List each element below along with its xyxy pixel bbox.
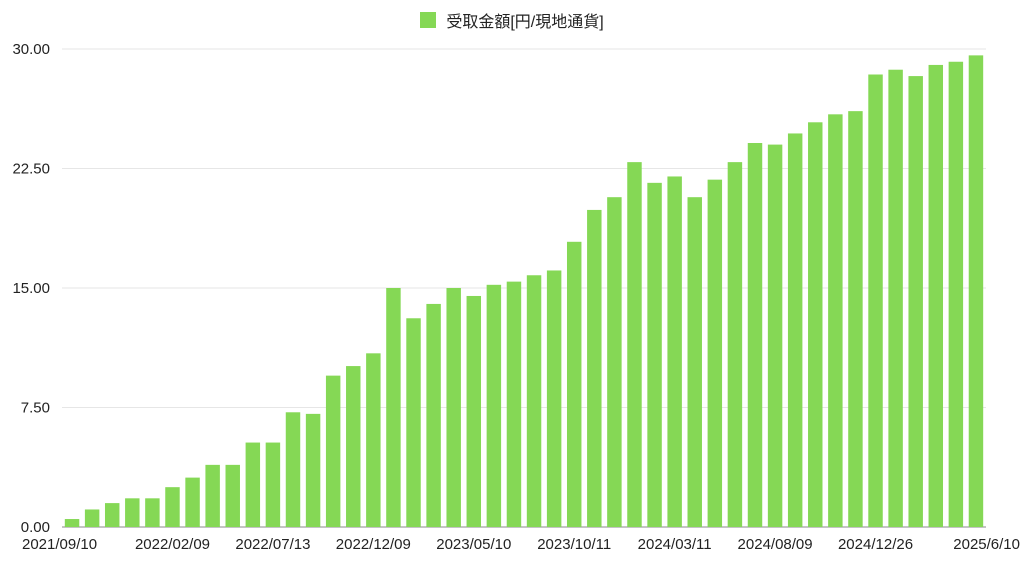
bar [928, 64, 944, 527]
x-tick-label: 2022/02/09 [135, 536, 210, 553]
x-tick-label: 2025/6/10 [953, 536, 1020, 553]
bar [426, 303, 441, 527]
bar [165, 487, 180, 527]
x-tick-label: 2024/03/11 [638, 536, 712, 553]
x-tick-label: 2022/07/13 [235, 536, 310, 553]
bar [145, 498, 160, 527]
x-tick-label: 2024/12/26 [838, 536, 913, 553]
bar [325, 375, 341, 527]
bar [808, 122, 823, 527]
bar [366, 353, 381, 527]
bar [125, 498, 140, 527]
bar [868, 74, 883, 527]
bar [968, 55, 984, 528]
bar [64, 519, 80, 527]
bar [406, 318, 421, 527]
bar [607, 197, 622, 527]
bar [888, 69, 903, 528]
x-tick-label: 2021/09/10 [22, 536, 97, 553]
bar [747, 143, 763, 528]
bar [727, 162, 743, 528]
bar [386, 288, 401, 527]
bar [687, 197, 702, 527]
y-tick-label: 15.00 [12, 280, 50, 297]
bar [526, 275, 542, 527]
bar [667, 176, 682, 527]
bar [566, 241, 582, 527]
y-tick-label: 22.50 [12, 161, 50, 178]
bar [848, 111, 863, 527]
legend[interactable]: 受取金額[円/現地通貨] [0, 8, 1024, 32]
legend-swatch [420, 12, 437, 28]
y-tick-label: 30.00 [12, 41, 50, 58]
bar [346, 366, 361, 527]
bar [225, 464, 240, 527]
bar [707, 179, 723, 528]
bar [587, 209, 602, 527]
bar [767, 144, 783, 527]
bar [305, 413, 321, 527]
bar [908, 76, 923, 527]
bar [787, 133, 803, 528]
bar [506, 281, 522, 527]
bar [446, 288, 461, 527]
bar [948, 61, 964, 527]
bar [245, 442, 261, 527]
y-tick-label: 0.00 [21, 519, 50, 536]
x-tick-label: 2023/05/10 [436, 536, 511, 553]
bar [185, 477, 200, 527]
bar [546, 270, 562, 527]
bar [828, 114, 843, 528]
bar [205, 464, 220, 527]
y-tick-label: 7.50 [21, 400, 50, 417]
x-tick-label: 2024/08/09 [738, 536, 813, 553]
bar [466, 295, 482, 527]
bar [104, 503, 120, 527]
bar [265, 442, 281, 527]
bar [84, 509, 100, 527]
x-tick-label: 2022/12/09 [336, 536, 411, 553]
x-tick-label: 2023/10/11 [537, 536, 611, 553]
bar [627, 162, 642, 528]
bar [647, 182, 662, 527]
bar [486, 284, 502, 527]
legend-label: 受取金額[円/現地通貨] [446, 14, 604, 31]
bar [285, 412, 301, 527]
